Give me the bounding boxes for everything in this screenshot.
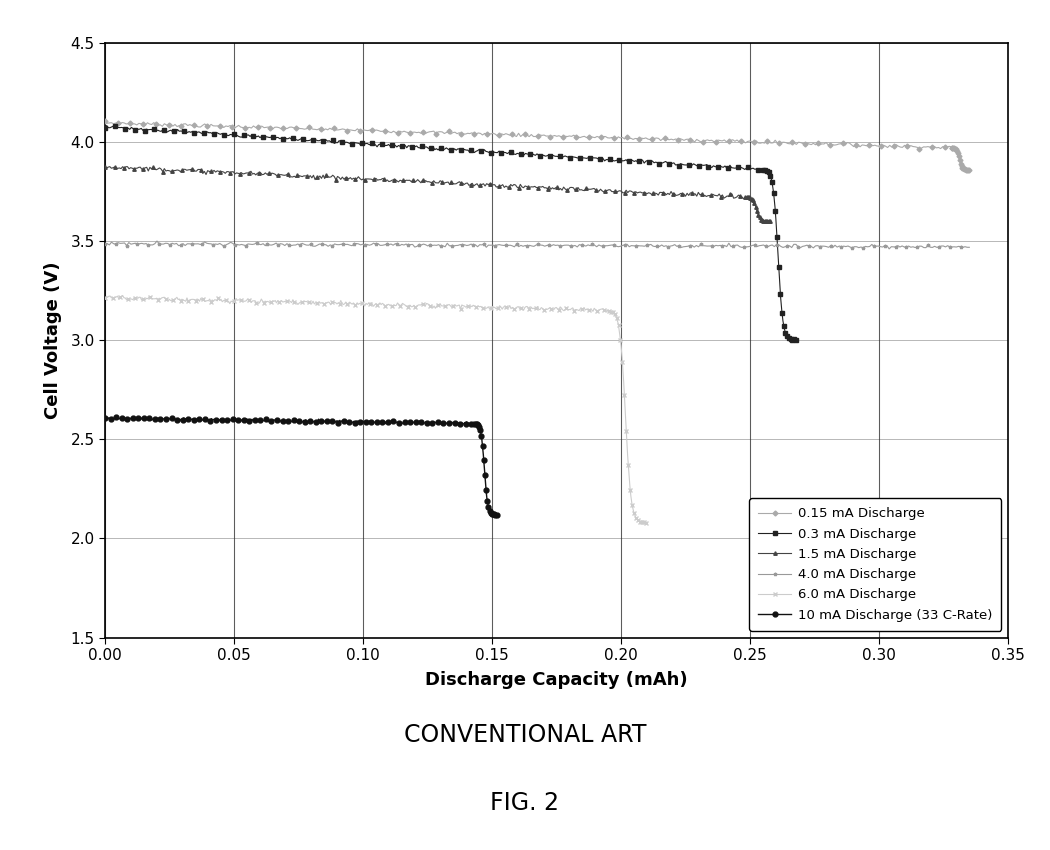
X-axis label: Discharge Capacity (mAh): Discharge Capacity (mAh)	[425, 672, 688, 689]
Y-axis label: Cell Voltage (V): Cell Voltage (V)	[44, 261, 62, 419]
Legend: 0.15 mA Discharge, 0.3 mA Discharge, 1.5 mA Discharge, 4.0 mA Discharge, 6.0 mA : 0.15 mA Discharge, 0.3 mA Discharge, 1.5…	[749, 498, 1002, 631]
Text: FIG. 2: FIG. 2	[490, 791, 560, 815]
Text: CONVENTIONAL ART: CONVENTIONAL ART	[404, 723, 646, 747]
